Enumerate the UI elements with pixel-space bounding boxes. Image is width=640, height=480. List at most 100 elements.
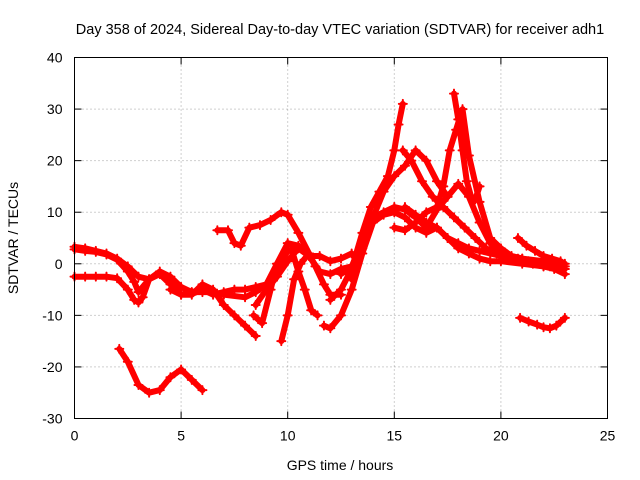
data-point-arc11	[474, 253, 485, 264]
series-arc5	[116, 345, 206, 396]
y-tick-label: -20	[42, 359, 62, 375]
data-point-arc12	[393, 119, 404, 130]
chart-title: Day 358 of 2024, Sidereal Day-to-day VTE…	[76, 22, 604, 38]
data-point-arc14	[431, 176, 442, 187]
series-arc18	[402, 204, 568, 278]
data-point-arc16	[397, 145, 408, 156]
data-point-arc18	[474, 245, 485, 256]
data-point-arc14	[378, 186, 389, 197]
data-point-arc18	[399, 202, 410, 213]
data-point-arc20	[532, 319, 543, 330]
data-point-arc15	[485, 233, 496, 243]
data-point-arc14	[357, 243, 368, 254]
data-point-arc7	[282, 238, 293, 249]
data-point-arc14	[367, 212, 378, 223]
data-point-arc10	[276, 336, 287, 347]
data-point-arc5	[176, 364, 187, 375]
data-point-arc6	[223, 225, 234, 236]
data-point-arc16	[406, 155, 417, 166]
data-point-arc11	[325, 323, 336, 334]
data-point-arc14	[346, 274, 357, 285]
data-point-arc19	[538, 251, 549, 262]
data-point-arc12	[397, 98, 408, 109]
data-point-arc12	[365, 202, 376, 213]
data-point-arc11	[485, 256, 496, 267]
data-point-arc7	[336, 253, 346, 264]
data-point-arc9	[299, 284, 310, 295]
data-point-arc2	[101, 271, 112, 282]
data-point-arc3	[112, 253, 123, 264]
data-point-arc1	[229, 284, 240, 295]
data-point-arc2	[80, 271, 91, 282]
data-point-arc4	[176, 289, 187, 300]
data-point-arc3	[122, 261, 133, 272]
data-point-arc12	[325, 294, 336, 305]
data-point-arc10	[289, 274, 300, 285]
x-tick-label: 25	[600, 428, 616, 444]
data-point-arc15	[438, 181, 449, 192]
data-point-arc19	[530, 245, 541, 256]
series-arc14	[348, 147, 451, 283]
data-point-arc4	[240, 320, 251, 331]
data-point-arc17	[453, 114, 464, 125]
data-point-arc17	[474, 181, 485, 192]
data-point-arc2	[112, 273, 123, 284]
data-point-arc20	[544, 323, 555, 334]
data-point-arc6	[293, 227, 304, 238]
data-point-arc5	[144, 387, 155, 398]
data-point-arc2	[154, 266, 165, 277]
data-point-arc13	[378, 207, 389, 218]
y-tick-label: -30	[42, 411, 62, 427]
data-point-arc5	[186, 374, 197, 385]
data-point-arc11	[346, 284, 357, 295]
data-point-arc20	[515, 312, 526, 323]
data-point-arc8	[325, 269, 336, 280]
data-point-arc2	[122, 284, 133, 295]
data-point-arc18	[410, 209, 421, 220]
data-point-arc18	[442, 233, 453, 243]
data-point-arc6	[282, 209, 293, 220]
data-point-arc5	[114, 343, 125, 354]
data-point-arc15	[399, 225, 410, 236]
data-point-arc6	[212, 225, 223, 236]
y-tick-label: -10	[42, 307, 62, 323]
data-point-arc7	[325, 256, 336, 267]
data-point-arc14	[410, 145, 421, 156]
data-point-arc4	[250, 330, 261, 341]
data-point-arc1	[240, 284, 251, 295]
data-point-arc3	[144, 274, 155, 285]
data-point-arc13	[389, 202, 400, 213]
data-point-arc6	[276, 207, 287, 218]
data-point-arc15	[421, 207, 432, 218]
data-point-arc3	[101, 248, 112, 259]
data-point-arc8	[250, 300, 261, 311]
data-point-arc18	[527, 258, 538, 269]
data-point-arc6	[235, 240, 246, 251]
data-point-arc9	[306, 305, 317, 316]
x-tick-label: 15	[387, 428, 403, 444]
data-point-arc4	[186, 289, 197, 300]
data-point-arc4	[229, 310, 240, 321]
data-point-arc14	[389, 171, 400, 182]
x-tick-label: 10	[280, 428, 296, 444]
data-point-arc4	[197, 279, 208, 290]
data-point-arc18	[421, 217, 432, 228]
data-point-arc6	[244, 222, 255, 233]
data-point-arc9	[265, 284, 276, 295]
data-point-arc17	[470, 194, 481, 205]
data-point-arc18	[517, 256, 528, 267]
data-point-arc13	[474, 217, 485, 228]
data-point-arc20	[538, 322, 549, 333]
y-axis-label: SDTVAR / TECUs	[5, 182, 21, 294]
data-point-arc9	[248, 310, 259, 321]
data-point-arc18	[538, 261, 549, 272]
data-point-arc4	[165, 284, 176, 295]
data-point-arc6	[318, 279, 329, 290]
data-point-arc11	[336, 310, 346, 321]
data-point-arc6	[265, 214, 276, 225]
data-point-arc18	[463, 243, 474, 254]
data-point-arc18	[431, 222, 442, 233]
data-point-arc5	[122, 356, 133, 367]
data-point-arc2	[197, 287, 208, 298]
data-point-arc18	[485, 248, 496, 259]
